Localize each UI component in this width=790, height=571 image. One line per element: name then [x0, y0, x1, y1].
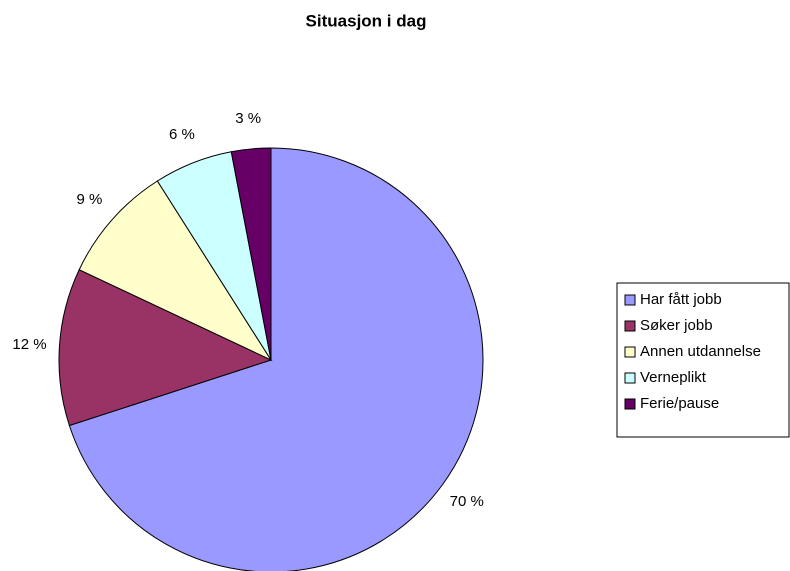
pie-slice: [78, 180, 273, 362]
legend-swatch: [624, 294, 636, 306]
pie-slice: [68, 147, 484, 571]
slice-label: 9 %: [77, 191, 103, 208]
chart-title: Situasjon i dag: [306, 11, 427, 30]
legend-swatch: [624, 398, 636, 410]
slice-label: 6 %: [169, 126, 195, 143]
legend-label: Søker jobb: [640, 317, 713, 334]
legend-label: Annen utdannelse: [640, 343, 761, 360]
legend-swatch: [624, 320, 636, 332]
slice-label: 3 %: [235, 110, 261, 127]
legend-box: [616, 282, 790, 438]
legend-label: Har fått jobb: [640, 291, 722, 308]
pie-slice: [230, 147, 272, 361]
slice-label: 12 %: [12, 336, 46, 353]
slice-label: 70 %: [450, 493, 484, 510]
legend-swatch: [624, 372, 636, 384]
legend-swatch: [624, 346, 636, 358]
pie-slice: [58, 269, 273, 427]
legend-label: Ferie/pause: [640, 395, 719, 412]
legend-label: Verneplikt: [640, 369, 707, 386]
